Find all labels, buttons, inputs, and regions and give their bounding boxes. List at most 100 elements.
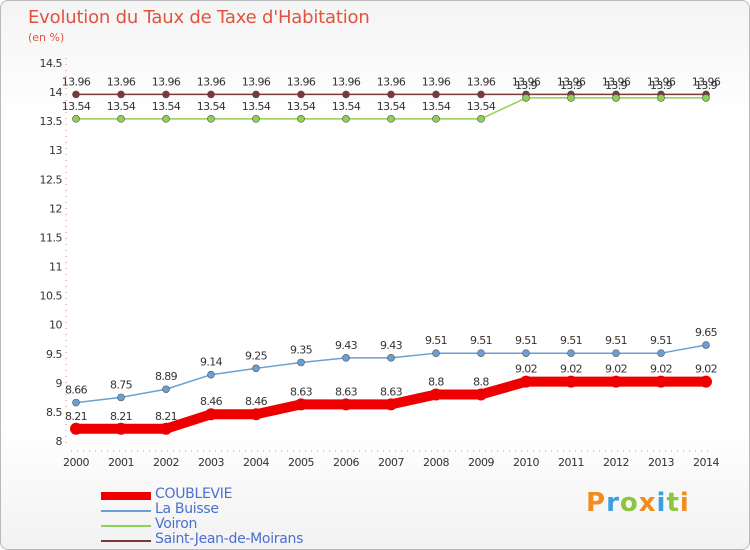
data-point-coublevie	[295, 398, 307, 411]
data-point-coublevie	[655, 375, 667, 388]
data-label-saint-jean-de-moirans: 13.96	[377, 75, 406, 88]
x-tick-label: 2003	[198, 456, 224, 469]
data-label-voiron: 13.54	[422, 100, 451, 113]
x-tick-label: 2008	[423, 456, 449, 469]
logo-letter: r	[606, 488, 620, 518]
data-label-coublevie: 9.02	[605, 363, 627, 376]
legend-label: Voiron	[155, 516, 198, 532]
data-label-coublevie: 8.63	[290, 385, 313, 398]
data-label-voiron: 13.54	[377, 100, 406, 113]
y-tick-label: 13	[49, 144, 62, 157]
data-point-coublevie	[205, 408, 217, 421]
legend-label: La Buisse	[155, 501, 219, 517]
data-point-la-buisse	[342, 354, 350, 362]
data-point-voiron	[702, 94, 710, 102]
y-tick-label: 9	[56, 377, 63, 390]
data-point-coublevie	[520, 375, 532, 388]
y-tick-label: 8	[56, 435, 63, 448]
logo-letter: i	[679, 488, 690, 518]
data-point-coublevie	[430, 388, 442, 401]
data-label-la-buisse: 8.75	[110, 378, 133, 391]
data-point-coublevie	[565, 375, 577, 388]
legend-swatch	[101, 525, 151, 527]
data-label-voiron: 13.54	[62, 100, 91, 113]
data-label-voiron: 13.54	[242, 100, 271, 113]
data-label-saint-jean-de-moirans: 13.96	[152, 75, 181, 88]
data-label-saint-jean-de-moirans: 13.96	[692, 75, 721, 88]
x-tick-label: 2001	[108, 456, 134, 469]
y-tick-label: 10	[49, 319, 62, 332]
data-point-coublevie	[250, 408, 262, 421]
data-label-voiron: 13.9	[650, 79, 673, 92]
x-tick-label: 2013	[648, 456, 674, 469]
data-label-voiron: 13.54	[287, 100, 316, 113]
x-tick-label: 2007	[378, 456, 404, 469]
data-label-la-buisse: 9.43	[380, 339, 403, 352]
data-label-la-buisse: 9.51	[515, 334, 537, 347]
data-label-voiron: 13.54	[197, 100, 226, 113]
data-label-voiron: 13.9	[605, 79, 628, 92]
data-label-saint-jean-de-moirans: 13.96	[512, 75, 541, 88]
y-tick-label: 9.5	[46, 348, 62, 361]
data-label-coublevie: 8.63	[380, 385, 403, 398]
data-label-coublevie: 9.02	[560, 363, 582, 376]
data-point-saint-jean-de-moirans	[477, 90, 485, 99]
data-label-voiron: 13.9	[560, 79, 583, 92]
data-label-saint-jean-de-moirans: 13.96	[647, 75, 676, 88]
data-label-coublevie: 8.8	[428, 375, 444, 388]
data-label-saint-jean-de-moirans: 13.96	[332, 75, 361, 88]
data-point-coublevie	[700, 375, 712, 388]
data-label-la-buisse: 8.89	[155, 370, 178, 383]
data-label-coublevie: 8.21	[110, 410, 132, 423]
x-tick-label: 2005	[288, 456, 314, 469]
data-label-voiron: 13.54	[467, 100, 496, 113]
data-label-voiron: 13.54	[332, 100, 361, 113]
data-point-voiron	[342, 115, 350, 123]
data-point-saint-jean-de-moirans	[432, 90, 440, 99]
data-label-la-buisse: 9.43	[335, 339, 358, 352]
y-tick-label: 11	[49, 261, 62, 274]
data-label-la-buisse: 9.14	[200, 356, 223, 369]
data-label-la-buisse: 9.51	[425, 334, 447, 347]
data-point-saint-jean-de-moirans	[342, 90, 350, 99]
data-label-la-buisse: 8.66	[65, 384, 88, 397]
data-point-la-buisse	[117, 393, 125, 402]
data-point-voiron	[612, 94, 620, 102]
data-label-coublevie: 8.46	[245, 395, 268, 408]
logo-letter: x	[638, 488, 657, 518]
series-layer	[70, 90, 712, 435]
data-point-voiron	[387, 115, 395, 123]
data-point-saint-jean-de-moirans	[72, 90, 80, 99]
data-point-coublevie	[610, 375, 622, 388]
y-tick-label: 11.5	[40, 231, 63, 244]
data-point-voiron	[162, 115, 170, 123]
data-point-saint-jean-de-moirans	[297, 90, 305, 99]
data-point-coublevie	[340, 398, 352, 411]
data-point-voiron	[207, 115, 215, 123]
logo-letter: i	[656, 488, 667, 518]
proxiti-logo: Proxiti	[586, 488, 690, 518]
x-tick-label: 2011	[558, 456, 584, 469]
data-label-la-buisse: 9.25	[245, 349, 268, 362]
data-label-coublevie: 8.46	[200, 395, 223, 408]
data-label-la-buisse: 9.51	[560, 334, 582, 347]
y-tick-label: 14.5	[40, 57, 63, 70]
data-label-coublevie: 8.63	[335, 385, 358, 398]
data-point-saint-jean-de-moirans	[162, 90, 170, 99]
data-point-la-buisse	[252, 364, 260, 373]
data-point-coublevie	[160, 422, 172, 435]
logo-letter: t	[666, 488, 680, 518]
data-label-voiron: 13.9	[515, 79, 538, 92]
data-point-coublevie	[475, 388, 487, 401]
y-tick-label: 12.5	[40, 173, 63, 186]
data-point-la-buisse	[297, 358, 305, 367]
data-label-saint-jean-de-moirans: 13.96	[287, 75, 316, 88]
data-point-voiron	[252, 115, 260, 123]
legend-swatch	[101, 540, 151, 542]
data-point-la-buisse	[612, 349, 620, 357]
data-point-voiron	[522, 94, 530, 102]
data-label-coublevie: 9.02	[515, 363, 537, 376]
data-point-voiron	[432, 115, 440, 123]
